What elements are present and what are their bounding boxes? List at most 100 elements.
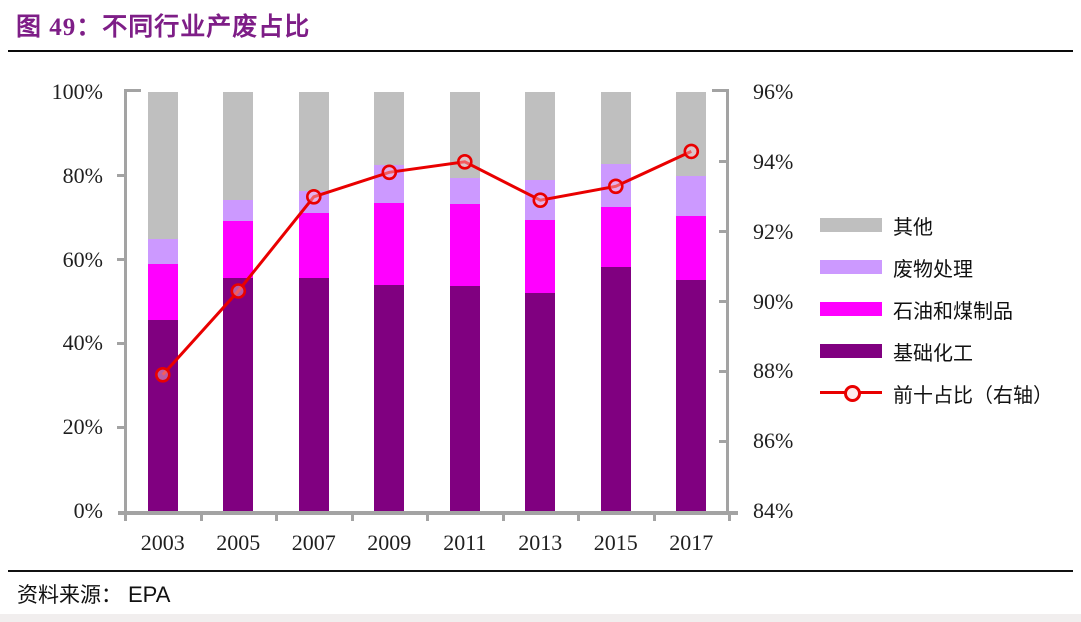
bar-segment-基础化工 <box>676 279 707 511</box>
bar-segment-基础化工 <box>298 277 329 511</box>
bar-2011 <box>449 92 480 511</box>
bar-segment-其他 <box>525 92 556 180</box>
x-axis-tick <box>199 515 203 521</box>
bar-segment-其他 <box>374 92 405 166</box>
x-axis-tick <box>350 515 354 521</box>
bar-segment-石油和煤制品 <box>298 213 329 278</box>
bar-segment-其他 <box>223 92 254 201</box>
source-note: 资料来源： EPA <box>17 579 170 609</box>
bar-2003 <box>147 92 178 511</box>
left-axis-label: 60% <box>62 246 103 272</box>
left-axis-tick <box>117 425 124 429</box>
x-axis-tick <box>501 515 505 521</box>
right-axis-label: 90% <box>753 288 794 314</box>
right-axis-label: 96% <box>753 79 794 104</box>
bar-segment-基础化工 <box>525 293 556 511</box>
bar-segment-废物处理 <box>374 165 405 203</box>
left-axis-label: 20% <box>62 414 103 440</box>
bar-2005 <box>223 92 254 511</box>
legend-circle-marker-icon <box>844 385 861 402</box>
bar-segment-石油和煤制品 <box>600 207 631 267</box>
right-axis-top-tick <box>712 89 729 92</box>
chart-legend: 其他废物处理石油和煤制品 基础化工前十占比（右轴） <box>820 215 1053 425</box>
legend-label: 前十占比（右轴） <box>893 384 1053 407</box>
left-axis-label: 0% <box>73 498 103 523</box>
right-axis-label: 94% <box>753 148 794 174</box>
bar-segment-基础化工 <box>374 284 405 511</box>
right-axis-tick <box>719 160 726 164</box>
x-axis-label: 2009 <box>367 530 412 555</box>
legend-line-marker-icon <box>820 385 882 402</box>
bar-segment-基础化工 <box>147 320 178 511</box>
legend-item: 前十占比（右轴） <box>820 383 1053 407</box>
bar-segment-石油和煤制品 <box>374 202 405 285</box>
bar-segment-废物处理 <box>147 238 178 264</box>
x-axis-tick <box>577 515 580 521</box>
x-axis-tick <box>728 515 731 521</box>
legend-swatch-icon <box>820 218 882 232</box>
left-axis-tick <box>117 174 124 178</box>
left-axis-line <box>124 89 127 514</box>
legend-label: 废物处理 <box>893 258 973 281</box>
bar-segment-其他 <box>147 92 178 239</box>
page-bottom-strip <box>0 614 1081 622</box>
x-axis-label: 2007 <box>291 530 336 555</box>
x-axis-line <box>118 511 738 515</box>
x-axis-tick <box>426 515 429 521</box>
right-axis-tick <box>719 439 726 443</box>
bar-2015 <box>600 92 631 511</box>
figure-title: 图 49：不同行业产废占比 <box>16 14 311 41</box>
right-axis-label: 92% <box>753 218 794 244</box>
left-axis-label: 40% <box>62 330 103 356</box>
left-axis-label: 100% <box>51 79 103 104</box>
bar-2009 <box>374 92 405 511</box>
right-axis-tick <box>719 300 726 303</box>
right-axis-line <box>726 89 729 514</box>
bar-segment-废物处理 <box>525 180 556 220</box>
x-axis-tick <box>275 515 278 521</box>
bar-segment-废物处理 <box>298 190 329 214</box>
bar-segment-基础化工 <box>600 266 631 511</box>
right-axis-tick <box>719 369 726 373</box>
source-label: 资料来源： <box>17 583 122 607</box>
legend-swatch-icon <box>820 344 882 358</box>
x-axis-label: 2003 <box>140 530 185 555</box>
legend-label: 其他 <box>893 216 933 239</box>
x-axis-label: 2017 <box>669 530 714 555</box>
title-divider <box>8 50 1073 52</box>
left-axis-tick <box>117 341 124 345</box>
bar-segment-石油和煤制品 <box>223 221 254 279</box>
legend-item: 废物处理 <box>820 257 1053 281</box>
legend-swatch-icon <box>820 302 882 316</box>
bar-segment-石油和煤制品 <box>676 215 707 280</box>
bar-2007 <box>298 92 329 511</box>
source-value: EPA <box>128 582 171 607</box>
x-axis-tick <box>124 515 127 521</box>
x-axis-tick <box>652 515 656 521</box>
bar-segment-废物处理 <box>449 177 480 205</box>
right-axis-label: 86% <box>753 428 794 454</box>
left-axis-top-tick <box>124 89 141 92</box>
bar-segment-其他 <box>449 92 480 178</box>
x-axis-label: 2013 <box>518 530 563 555</box>
x-axis-label: 2005 <box>216 530 261 555</box>
source-divider <box>8 570 1073 572</box>
bar-segment-废物处理 <box>676 175 707 216</box>
legend-label: 石油和煤制品 <box>893 300 1013 323</box>
bar-segment-石油和煤制品 <box>525 219 556 294</box>
bar-segment-基础化工 <box>223 278 254 511</box>
bar-segment-废物处理 <box>223 200 254 222</box>
bar-segment-其他 <box>600 92 631 165</box>
bar-segment-石油和煤制品 <box>147 263 178 321</box>
right-axis-label: 88% <box>753 358 794 384</box>
bar-segment-基础化工 <box>449 285 480 511</box>
bar-segment-废物处理 <box>600 164 631 208</box>
legend-item: 石油和煤制品 <box>820 299 1053 323</box>
legend-label: 基础化工 <box>893 342 973 365</box>
legend-swatch-icon <box>820 260 882 274</box>
bar-2013 <box>525 92 556 511</box>
bar-segment-石油和煤制品 <box>449 204 480 286</box>
left-axis-tick <box>117 258 124 262</box>
right-axis-tick <box>719 230 726 234</box>
